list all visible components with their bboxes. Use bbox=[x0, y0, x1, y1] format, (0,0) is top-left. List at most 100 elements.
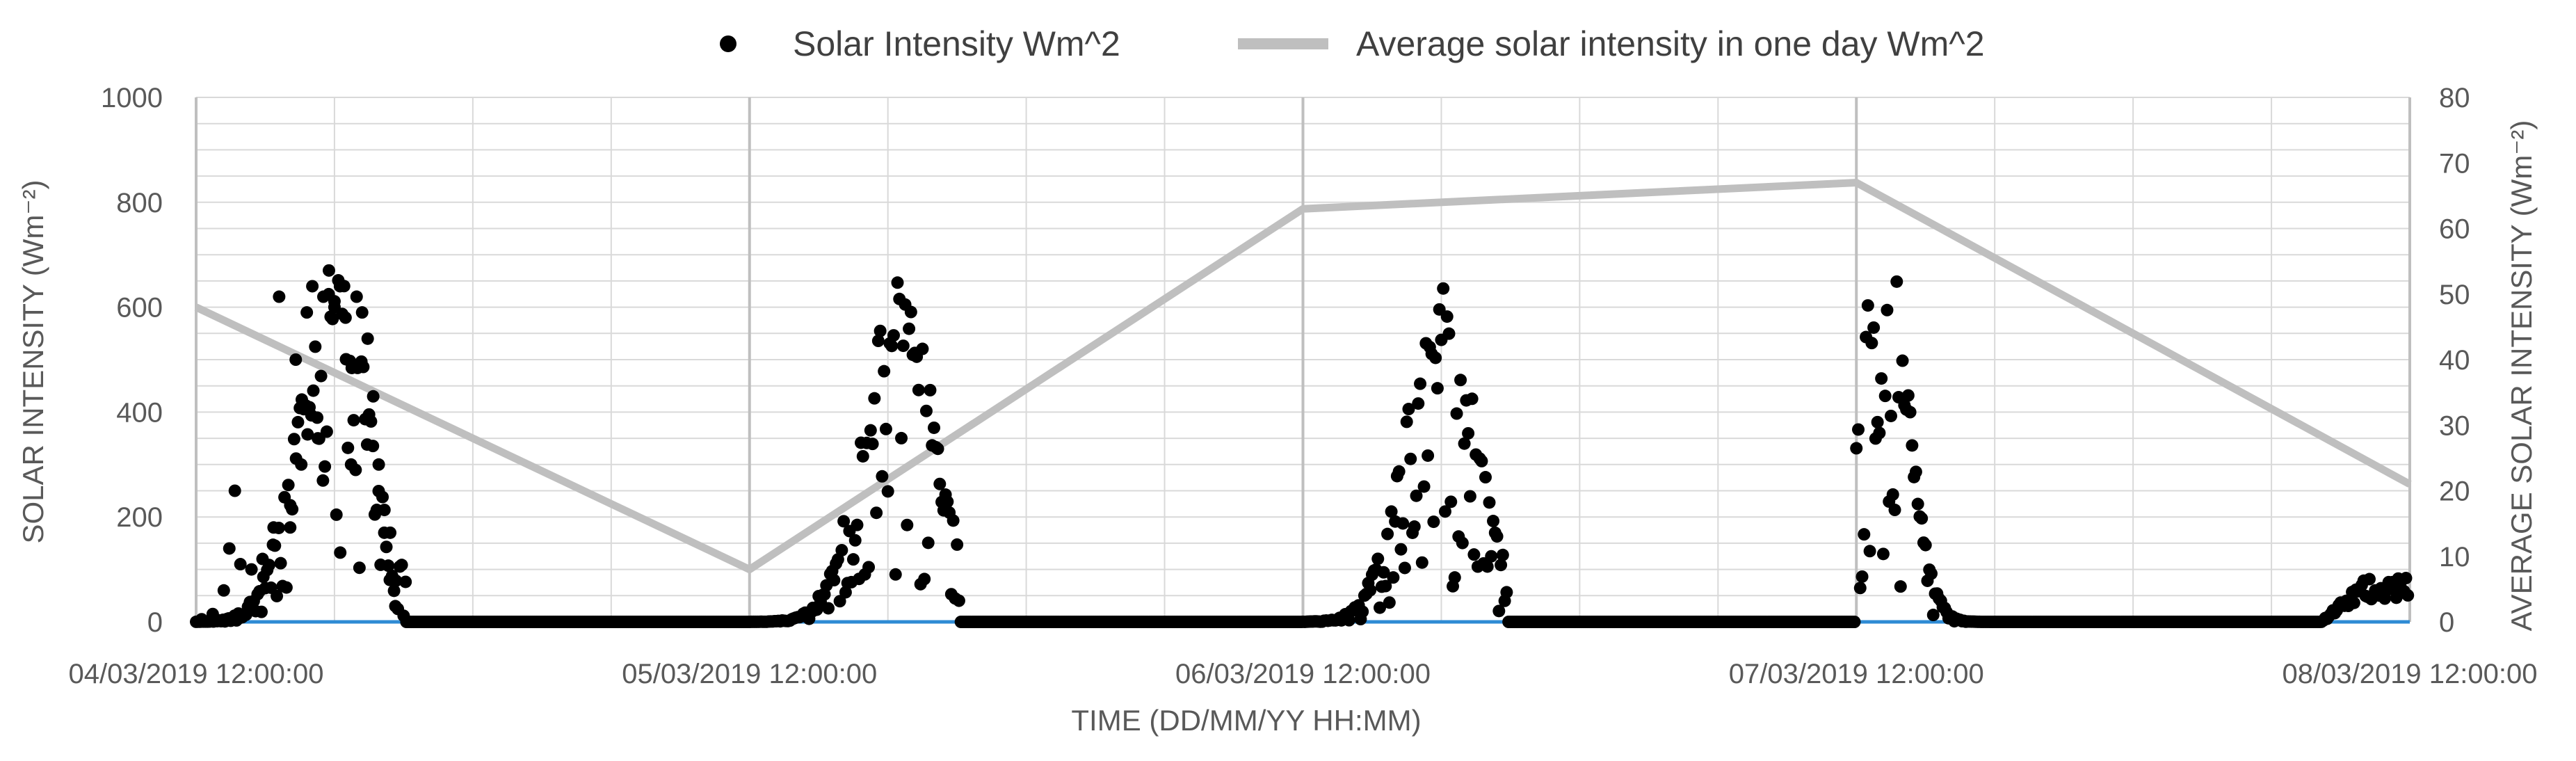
solar-intensity-point bbox=[1855, 570, 1869, 583]
right-axis-tick-label: 10 bbox=[2439, 542, 2470, 572]
solar-intensity-point bbox=[1383, 596, 1396, 609]
solar-intensity-point bbox=[1852, 423, 1865, 436]
solar-intensity-point bbox=[1422, 449, 1435, 462]
solar-intensity-point bbox=[1896, 354, 1909, 367]
solar-intensity-point bbox=[387, 584, 401, 598]
solar-intensity-point bbox=[1492, 604, 1506, 618]
solar-intensity-point bbox=[1387, 571, 1400, 584]
solar-intensity-point bbox=[206, 607, 219, 620]
solar-intensity-point bbox=[1364, 584, 1377, 597]
solar-intensity-point bbox=[312, 432, 325, 445]
solar-intensity-point bbox=[309, 340, 322, 353]
solar-intensity-point bbox=[367, 440, 380, 453]
solar-intensity-point bbox=[301, 428, 314, 441]
solar-intensity-point bbox=[1467, 548, 1481, 561]
solar-intensity-point bbox=[866, 438, 879, 451]
solar-intensity-point bbox=[1873, 426, 1886, 440]
solar-intensity-point bbox=[1909, 465, 1922, 479]
solar-intensity-point bbox=[856, 449, 869, 463]
solar-intensity-point bbox=[1392, 465, 1406, 478]
solar-intensity-point bbox=[2399, 572, 2413, 585]
solar-intensity-point bbox=[1400, 415, 1413, 428]
solar-intensity-point bbox=[912, 383, 925, 396]
solar-intensity-point bbox=[1398, 561, 1411, 575]
solar-intensity-point bbox=[1371, 552, 1385, 566]
solar-intensity-point bbox=[382, 559, 395, 572]
solar-intensity-point bbox=[1463, 490, 1476, 503]
right-axis-tick-label: 60 bbox=[2439, 214, 2470, 245]
solar-intensity-point bbox=[273, 290, 286, 303]
solar-intensity-point bbox=[319, 460, 332, 473]
solar-intensity-point bbox=[271, 589, 284, 602]
solar-intensity-point bbox=[848, 534, 862, 547]
solar-intensity-point bbox=[300, 306, 314, 319]
right-axis-tick-label: 70 bbox=[2439, 148, 2470, 179]
solar-intensity-point bbox=[364, 415, 378, 428]
solar-intensity-point bbox=[1875, 372, 1888, 385]
solar-intensity-point bbox=[234, 558, 247, 571]
solar-intensity-point bbox=[1427, 515, 1440, 529]
solar-intensity-point bbox=[835, 543, 848, 556]
solar-intensity-point bbox=[903, 322, 916, 335]
solar-intensity-point bbox=[399, 575, 412, 588]
right-axis-tick-label: 40 bbox=[2439, 345, 2470, 376]
solar-intensity-point bbox=[376, 490, 389, 504]
solar-intensity-point bbox=[947, 514, 960, 527]
solar-intensity-point bbox=[255, 605, 268, 618]
solar-intensity-point bbox=[1865, 337, 1878, 350]
solar-intensity-point bbox=[1450, 407, 1463, 420]
left-axis-tick-label: 800 bbox=[116, 188, 163, 218]
solar-intensity-point bbox=[1454, 374, 1467, 387]
solar-intensity-point bbox=[361, 332, 374, 345]
solar-intensity-point bbox=[881, 485, 894, 498]
solar-intensity-point bbox=[1379, 579, 1392, 593]
solar-intensity-point bbox=[389, 600, 402, 613]
solar-intensity-point bbox=[353, 561, 366, 575]
average-line-layer bbox=[194, 179, 2412, 574]
solar-intensity-point bbox=[314, 369, 328, 383]
solar-intensity-point bbox=[320, 425, 333, 438]
solar-intensity-point bbox=[1410, 489, 1423, 502]
solar-intensity-point bbox=[919, 404, 933, 417]
solar-intensity-point bbox=[268, 539, 282, 552]
solar-intensity-point bbox=[378, 504, 391, 517]
solar-intensity-point bbox=[1894, 580, 1907, 593]
solar-intensity-point bbox=[334, 546, 347, 559]
solar-intensity-point bbox=[885, 339, 899, 353]
solar-intensity-point bbox=[864, 424, 877, 437]
solar-intensity-point bbox=[1475, 454, 1488, 467]
legend: Solar Intensity Wm^2 Average solar inten… bbox=[720, 24, 1985, 63]
solar-intensity-point bbox=[941, 495, 954, 508]
solar-intensity-point bbox=[1374, 601, 1387, 614]
solar-intensity-point bbox=[1881, 303, 1894, 317]
solar-intensity-point bbox=[895, 431, 908, 444]
solar-intensity-point bbox=[344, 458, 357, 471]
solar-intensity-point bbox=[933, 477, 947, 490]
solar-intensity-point bbox=[1884, 409, 1897, 422]
solar-intensity-point bbox=[1440, 310, 1454, 323]
solar-intensity-point bbox=[380, 540, 393, 554]
solar-intensity-point bbox=[228, 484, 241, 497]
solar-intensity-point bbox=[367, 390, 380, 403]
solar-intensity-point bbox=[1444, 495, 1458, 508]
solar-intensity-point bbox=[1878, 390, 1892, 403]
solar-intensity-point bbox=[889, 568, 902, 581]
solar-intensity-point bbox=[1408, 520, 1421, 534]
x-axis-ticks: 04/03/2019 12:00:00 05/03/2019 12:00:00 06… bbox=[68, 659, 2537, 689]
solar-intensity-point bbox=[317, 290, 330, 303]
solar-intensity-point bbox=[1437, 282, 1450, 295]
solar-intensity-point bbox=[1481, 560, 1494, 573]
average-intensity-line bbox=[194, 179, 2412, 574]
solar-intensity-point bbox=[1431, 382, 1444, 395]
solar-intensity-point bbox=[1495, 559, 1508, 572]
solar-intensity-point bbox=[326, 312, 339, 326]
solar-intensity-point bbox=[870, 506, 883, 520]
solar-intensity-point bbox=[1867, 321, 1881, 334]
solar-intensity-point bbox=[862, 561, 876, 574]
solar-intensity-point bbox=[322, 264, 335, 277]
x-axis-tick-label: 05/03/2019 12:00:00 bbox=[622, 659, 877, 689]
x-axis-tick-label: 08/03/2019 12:00:00 bbox=[2282, 659, 2537, 689]
solar-intensity-point bbox=[1863, 545, 1876, 558]
solar-intensity-point bbox=[904, 305, 917, 319]
